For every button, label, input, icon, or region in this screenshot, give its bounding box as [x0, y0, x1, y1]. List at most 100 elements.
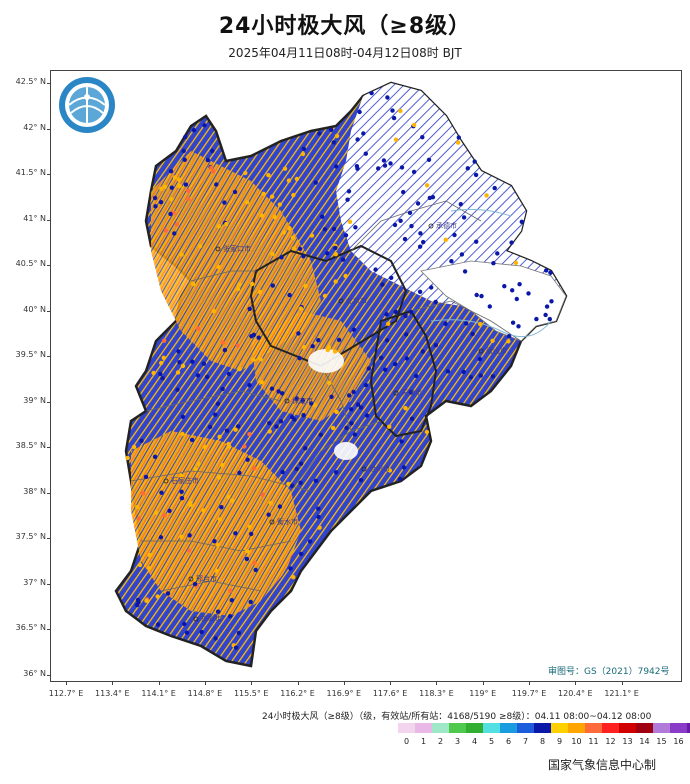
station-dot [409, 416, 415, 421]
x-tick-mark [112, 681, 114, 685]
lake [334, 442, 358, 460]
station-dot [135, 602, 140, 608]
station-dot [344, 425, 349, 431]
station-dot [465, 166, 470, 171]
station-dot [244, 556, 250, 562]
station-dot [297, 246, 303, 251]
station-dot [343, 233, 349, 238]
station-dot [385, 95, 390, 100]
station-dot [210, 148, 215, 154]
station-dot [388, 161, 393, 166]
station-dot [182, 621, 187, 627]
station-dot [187, 548, 192, 553]
station-dot [363, 151, 368, 156]
station-dot [279, 255, 284, 260]
station-dot [269, 194, 275, 199]
station-dot [235, 286, 241, 292]
station-dot [215, 542, 221, 548]
y-tick-label: 41.5° N [15, 168, 46, 177]
station-dot [158, 535, 164, 540]
station-dot [509, 240, 514, 245]
station-dot [517, 282, 522, 287]
legend-swatch [551, 723, 568, 733]
station-dot [430, 195, 436, 200]
y-tick-mark [47, 492, 51, 494]
map-frame[interactable]: 张家口市 承德市 北京市 唐山市 天津市 保定市 沧州市 石家庄市 衡水市 邢台… [50, 70, 682, 682]
station-dot [153, 204, 158, 209]
station-dot [247, 524, 253, 530]
station-dot [355, 402, 361, 407]
station-dot [217, 517, 223, 522]
y-tick-label: 39.5° N [15, 350, 46, 359]
station-dot [424, 429, 430, 435]
station-dot [256, 335, 261, 340]
station-dot [461, 369, 466, 375]
chart-title: 24小时极大风（≥8级） [218, 14, 472, 39]
station-dot [479, 293, 484, 299]
station-dot [161, 355, 166, 360]
legend-level-label: 3 [454, 737, 461, 746]
station-dot [424, 183, 430, 188]
station-dot [319, 214, 325, 219]
station-dot [548, 270, 553, 275]
legend-swatch [534, 723, 551, 733]
legend-swatch [483, 723, 500, 733]
station-dot [232, 189, 238, 195]
station-dot [144, 598, 149, 603]
legend-level-label: 14 [639, 737, 650, 746]
station-dot [270, 283, 275, 288]
station-dot [398, 108, 403, 114]
x-tick-label: 120.4° E [558, 689, 593, 698]
station-dot [492, 185, 497, 191]
station-dot [386, 321, 391, 326]
station-dot [219, 505, 224, 510]
station-dot [336, 337, 342, 343]
station-dot [459, 252, 465, 257]
station-dot [296, 331, 301, 336]
legend-swatch [432, 723, 449, 733]
station-dot [179, 496, 185, 501]
station-dot [420, 135, 425, 140]
station-dot [216, 224, 222, 229]
x-tick-label: 117.6° E [372, 689, 408, 698]
station-dot [373, 267, 378, 272]
station-dot [292, 417, 297, 422]
station-dot [175, 387, 180, 392]
station-dot [221, 340, 226, 345]
legend-swatch [568, 723, 585, 733]
station-dot [209, 165, 214, 170]
station-dot [274, 424, 279, 429]
y-tick-label: 37° N [23, 577, 46, 587]
station-dot [172, 231, 177, 236]
station-dot [212, 539, 217, 544]
station-dot [229, 598, 234, 603]
station-dot [211, 308, 216, 314]
station-dot [151, 370, 156, 376]
station-dot [250, 281, 255, 287]
y-tick-mark [47, 219, 51, 221]
legend-level-label: 15 [656, 737, 667, 746]
station-dot [172, 175, 178, 180]
station-dot [201, 361, 206, 366]
wind-map[interactable]: 张家口市 承德市 北京市 唐山市 天津市 保定市 沧州市 石家庄市 衡水市 邢台… [51, 71, 681, 681]
station-dot [243, 170, 248, 176]
station-dot [247, 432, 252, 437]
station-dot [222, 200, 227, 205]
station-dot [403, 313, 408, 319]
station-dot [294, 176, 300, 182]
station-dot [237, 282, 242, 287]
station-dot [167, 508, 172, 513]
station-dot [316, 506, 321, 511]
station-dot [325, 251, 330, 256]
station-dot [226, 371, 232, 377]
station-dot [381, 158, 387, 163]
station-dot [468, 375, 474, 380]
station-dot [332, 349, 338, 354]
x-tick-label: 114.1° E [141, 689, 176, 698]
station-dot [347, 219, 353, 224]
station-dot [380, 282, 385, 287]
legend-swatch [398, 723, 415, 733]
city-label: 唐山市 [486, 346, 507, 355]
station-dot [155, 622, 161, 627]
station-dot [514, 296, 519, 302]
